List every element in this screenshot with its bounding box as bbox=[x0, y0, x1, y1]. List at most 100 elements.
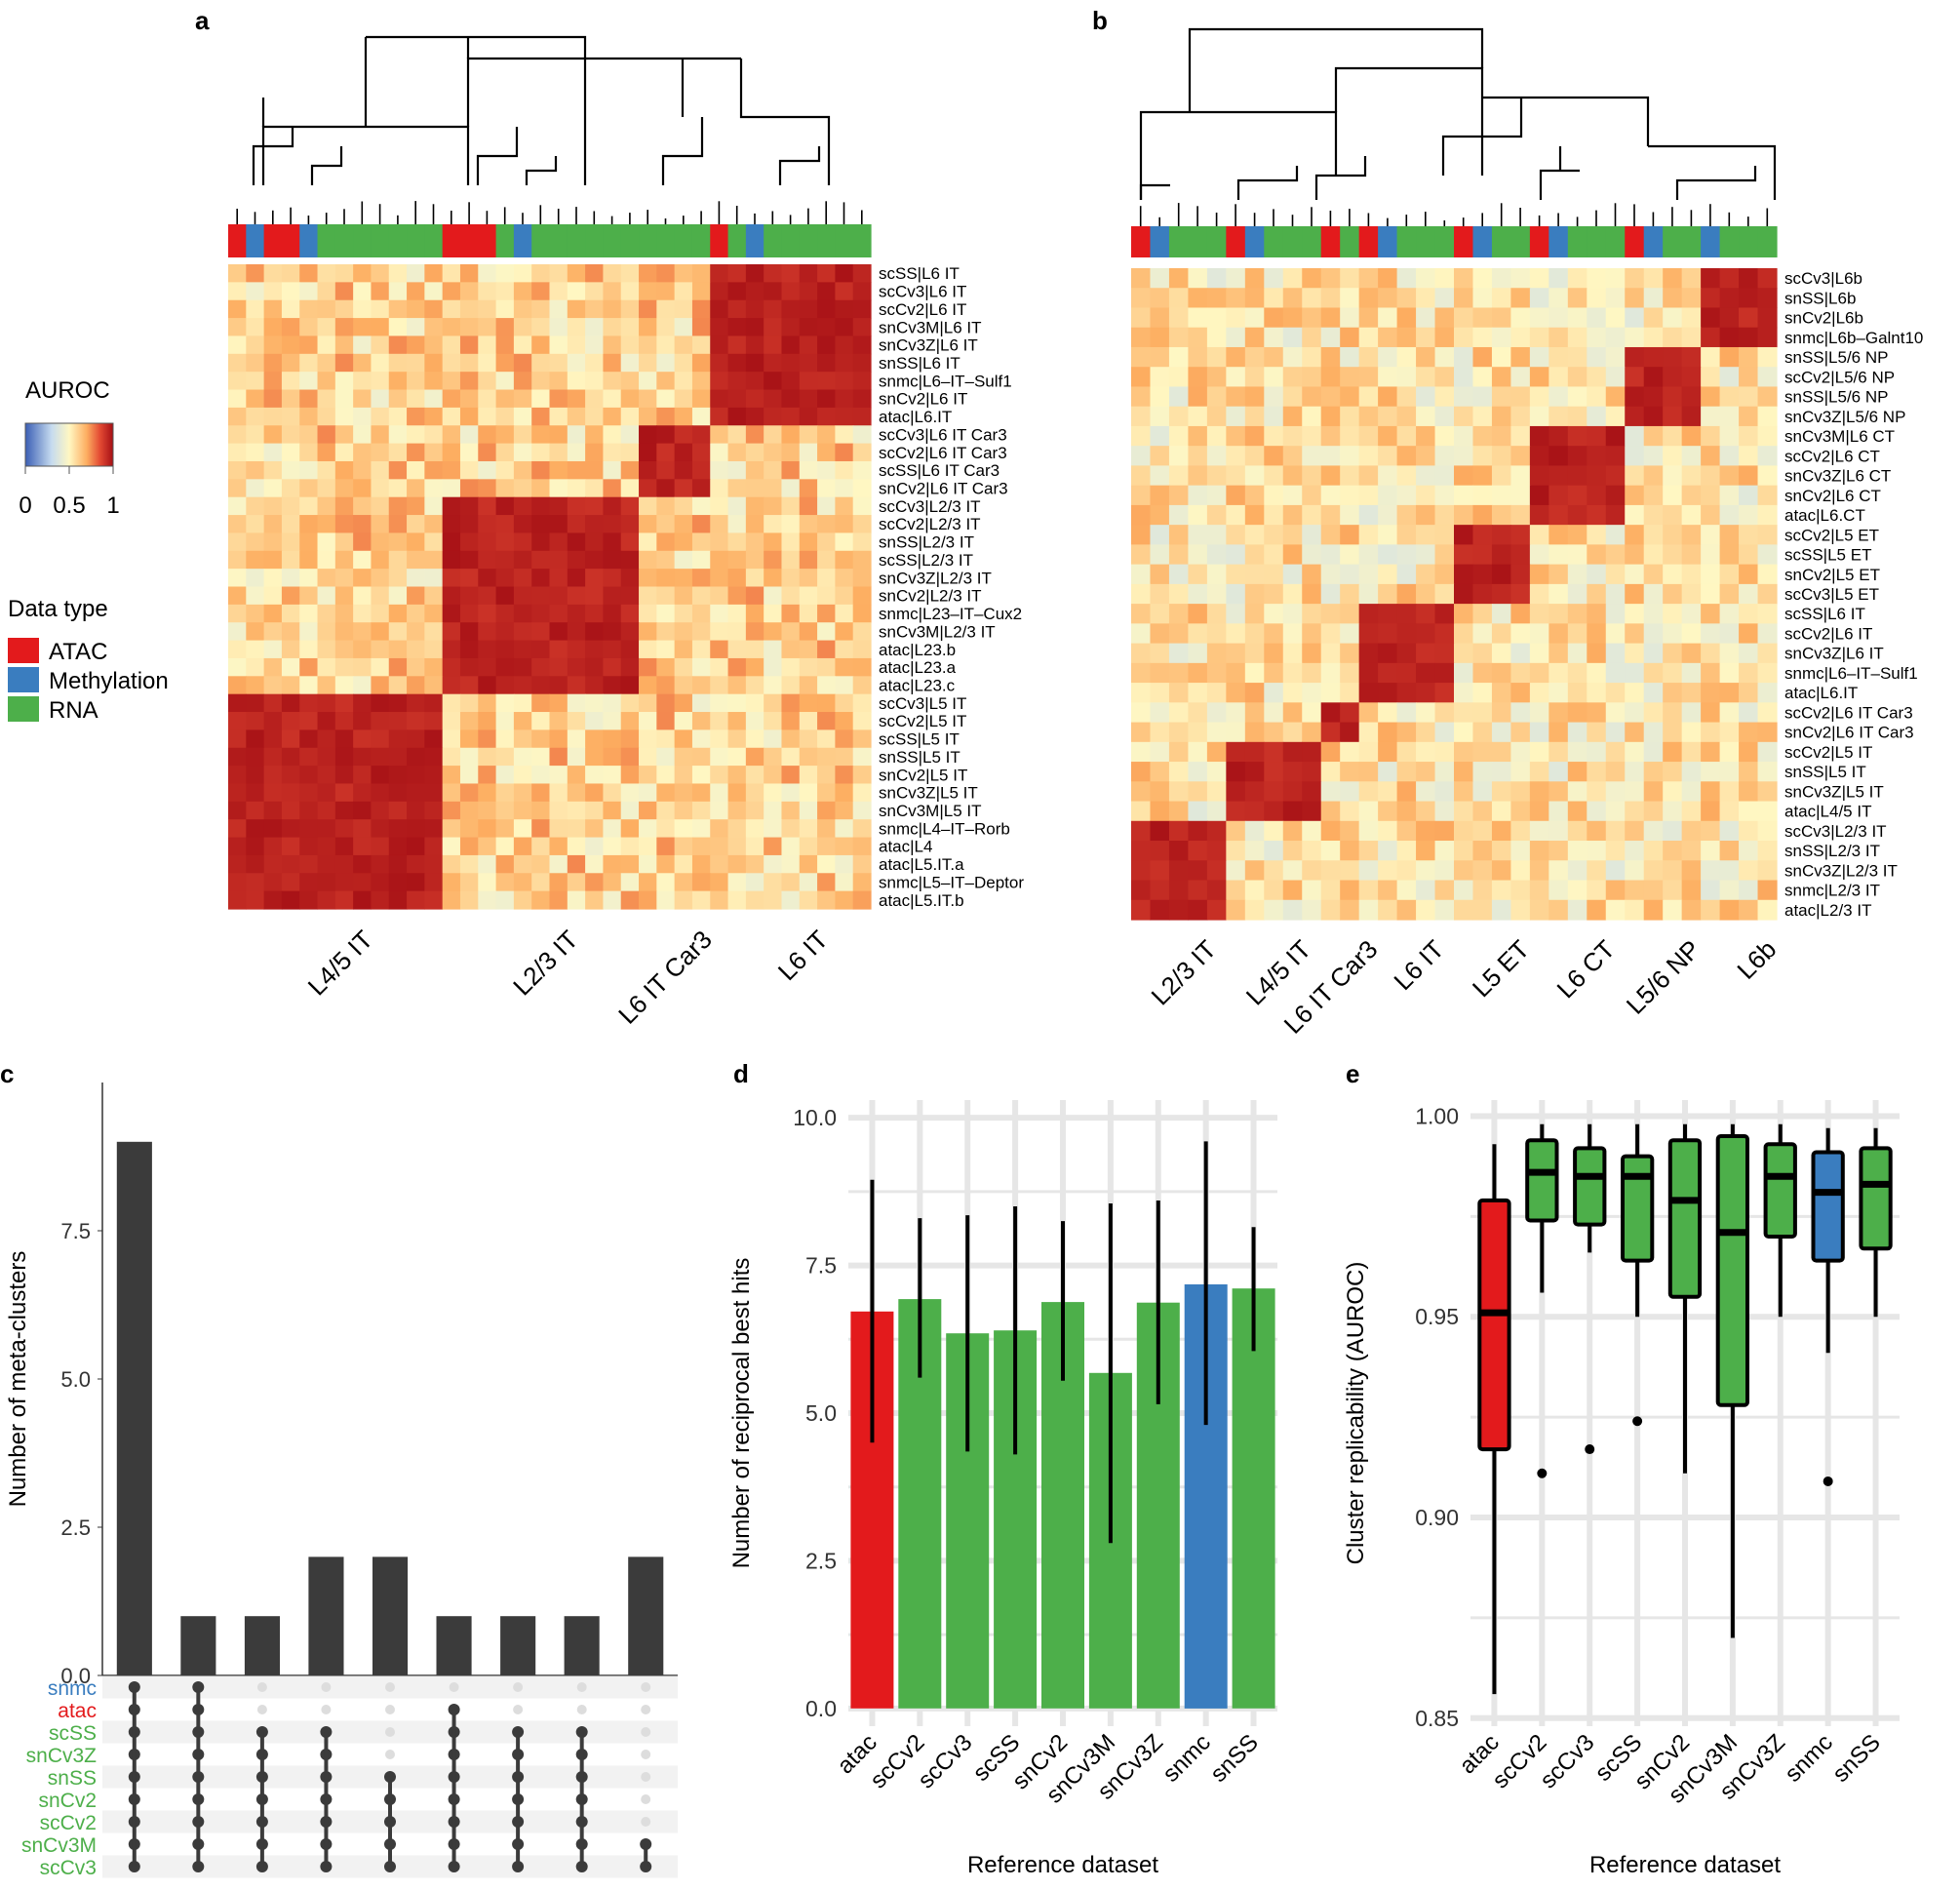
box-plot-e: 0.850.900.951.00atacscCv2scCv3scSSsnCv2s… bbox=[1343, 1100, 1900, 1878]
heatmap-row-label: snCv3M|L2/3 IT bbox=[879, 622, 996, 641]
heatmap-cell bbox=[745, 657, 764, 677]
heatmap-cell bbox=[620, 282, 640, 301]
heatmap-cell bbox=[1719, 386, 1740, 408]
heatmap-cell bbox=[263, 693, 283, 713]
heatmap-cell bbox=[656, 496, 676, 516]
heatmap-cell bbox=[1757, 544, 1778, 566]
heatmap-cell bbox=[799, 335, 818, 355]
heatmap-cell bbox=[1131, 741, 1152, 763]
heatmap-cell bbox=[799, 496, 818, 516]
datatype-strip-cell bbox=[424, 224, 444, 257]
heatmap-cell bbox=[442, 854, 461, 874]
heatmap-cell bbox=[353, 353, 372, 373]
heatmap-cell bbox=[371, 282, 390, 301]
heatmap-cell bbox=[745, 407, 764, 426]
heatmap-cell bbox=[1739, 346, 1759, 368]
heatmap-cell bbox=[1701, 446, 1721, 467]
heatmap-cell bbox=[1320, 465, 1341, 487]
heatmap-cell bbox=[727, 443, 747, 462]
heatmap-cell bbox=[388, 783, 408, 803]
heatmap-cell bbox=[442, 318, 461, 337]
heatmap-cell bbox=[1454, 386, 1474, 408]
heatmap-cell bbox=[1131, 544, 1152, 566]
heatmap-cell bbox=[799, 783, 818, 803]
heatmap-cell bbox=[1625, 485, 1645, 506]
heatmap-cell bbox=[1358, 801, 1379, 822]
heatmap-cell bbox=[1719, 307, 1740, 329]
heatmap-cell bbox=[852, 747, 872, 767]
heatmap-row-label: snSS|L5 IT bbox=[1784, 763, 1866, 781]
heatmap-cell bbox=[228, 282, 247, 301]
heatmap-cell bbox=[263, 729, 283, 749]
heatmap-cell bbox=[317, 425, 336, 445]
heatmap-cell bbox=[620, 604, 640, 623]
heatmap-cell bbox=[1378, 465, 1398, 487]
heatmap-cell bbox=[656, 819, 676, 839]
heatmap-cell bbox=[371, 496, 390, 516]
datatype-strip-cell bbox=[353, 224, 372, 257]
heatmap-cell bbox=[1244, 485, 1265, 506]
heatmap-cell bbox=[1168, 268, 1190, 289]
heatmap-cell bbox=[1643, 722, 1664, 743]
heatmap-cell bbox=[1472, 722, 1493, 743]
heatmap-cell bbox=[495, 747, 515, 767]
heatmap-cell bbox=[495, 766, 515, 785]
heatmap-cell bbox=[388, 479, 408, 498]
heatmap-cell bbox=[1663, 683, 1683, 703]
heatmap-cell bbox=[1434, 762, 1455, 782]
heatmap-cell bbox=[1396, 643, 1417, 664]
heatmap-cell bbox=[674, 389, 693, 409]
heatmap-cell bbox=[1587, 465, 1607, 487]
heatmap-cell bbox=[852, 532, 872, 552]
heatmap-cell bbox=[764, 604, 783, 623]
heatmap-cell bbox=[388, 335, 408, 355]
heatmap-cell bbox=[781, 712, 801, 730]
heatmap-cell bbox=[495, 335, 515, 355]
heatmap-cell bbox=[727, 712, 747, 730]
heatmap-cell bbox=[585, 693, 605, 713]
heatmap-cell bbox=[513, 676, 532, 695]
heatmap-group-label: L6 IT bbox=[772, 925, 834, 986]
heatmap-cell bbox=[1454, 504, 1474, 526]
heatmap-cell bbox=[388, 640, 408, 659]
heatmap-cell bbox=[674, 569, 693, 588]
heatmap-cell bbox=[1340, 525, 1360, 545]
heatmap-cell bbox=[1643, 446, 1664, 467]
dendrogram-branch bbox=[1441, 98, 1523, 176]
heatmap-cell bbox=[531, 479, 551, 498]
heatmap-cell bbox=[1282, 504, 1303, 526]
heatmap-cell bbox=[1150, 722, 1170, 743]
heatmap-cell bbox=[263, 460, 283, 480]
heatmap-cell bbox=[531, 460, 551, 480]
heatmap-row-label: snmc|L2/3 IT bbox=[1784, 882, 1880, 900]
heatmap-cell bbox=[1454, 801, 1474, 822]
heatmap-cell bbox=[656, 586, 676, 606]
heatmap-cell bbox=[1643, 346, 1664, 368]
heatmap-cell bbox=[1510, 841, 1531, 861]
heatmap-cell bbox=[1625, 525, 1645, 545]
heatmap-cell bbox=[1510, 604, 1531, 624]
heatmap-cell bbox=[1719, 446, 1740, 467]
heatmap-cell bbox=[1244, 544, 1265, 566]
heatmap-cell bbox=[1340, 762, 1360, 782]
heatmap-cell bbox=[317, 532, 336, 552]
heatmap-cell bbox=[246, 282, 265, 301]
heatmap-cell bbox=[1491, 683, 1512, 703]
heatmap-cell bbox=[1434, 307, 1455, 329]
heatmap-cell bbox=[710, 657, 729, 677]
heatmap-cell bbox=[407, 747, 425, 767]
heatmap-cell bbox=[353, 766, 372, 785]
heatmap-cell bbox=[1529, 820, 1549, 842]
heatmap-cell bbox=[228, 532, 247, 552]
heatmap-cell bbox=[1168, 880, 1190, 901]
heatmap-cell bbox=[620, 264, 640, 283]
heatmap-cell bbox=[353, 676, 372, 695]
datatype-strip-cell bbox=[1150, 226, 1170, 257]
heatmap-cell bbox=[764, 783, 783, 803]
heatmap-cell bbox=[567, 873, 586, 892]
datatype-strip-cell bbox=[263, 224, 283, 257]
heatmap-cell bbox=[1188, 406, 1208, 427]
heatmap-cell bbox=[407, 335, 425, 355]
heatmap-cell bbox=[263, 515, 283, 534]
heatmap-cell bbox=[585, 425, 605, 445]
